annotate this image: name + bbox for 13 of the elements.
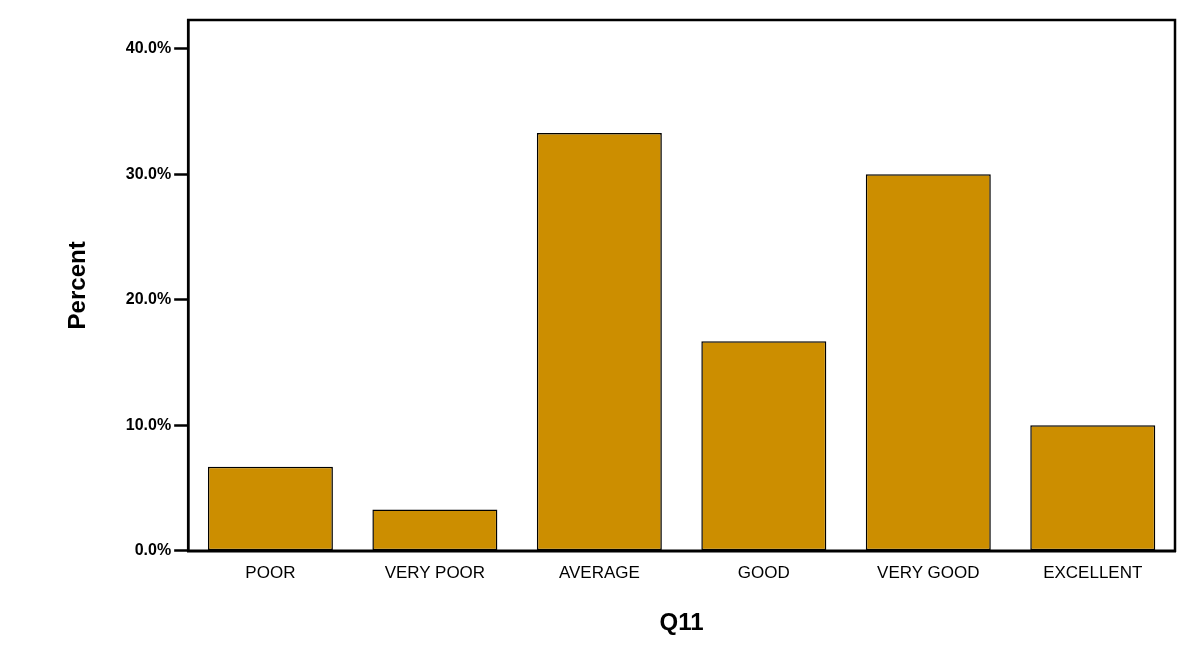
x-tick-label: GOOD xyxy=(737,562,790,582)
x-axis-title: Q11 xyxy=(659,608,704,636)
y-tick-label: 30.0% xyxy=(125,164,172,182)
y-tick-label: 10.0% xyxy=(125,415,172,433)
y-axis-title: Percent xyxy=(63,241,91,330)
x-tick-label: EXCELLENT xyxy=(1043,562,1143,582)
y-tick-label: 40.0% xyxy=(125,39,172,57)
y-tick-label: 20.0% xyxy=(125,290,172,308)
x-tick-label: VERY POOR xyxy=(384,562,486,582)
y-tick-label: 0.0% xyxy=(134,541,172,559)
x-tick-label: AVERAGE xyxy=(558,562,640,582)
x-tick-label: VERY GOOD xyxy=(877,562,980,582)
x-tick-label: POOR xyxy=(245,562,296,582)
